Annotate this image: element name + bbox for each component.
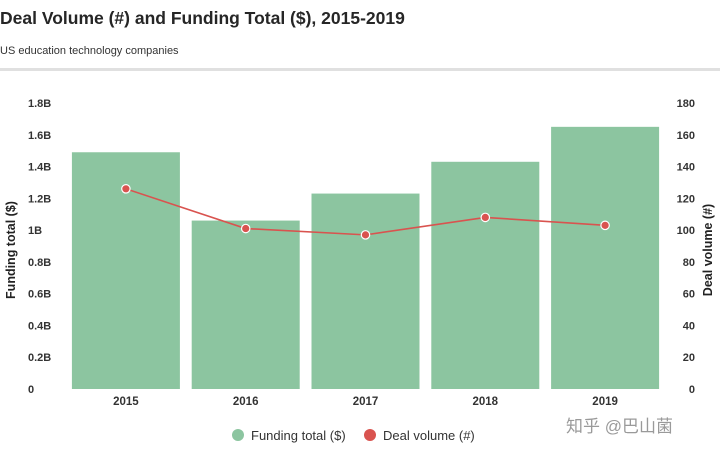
y2-tick-label: 0	[689, 384, 695, 396]
y2-tick-label: 100	[677, 225, 695, 237]
y-axis-label: Funding total ($)	[4, 201, 18, 299]
funding-bar	[431, 161, 540, 389]
y2-tick-label: 80	[683, 257, 695, 269]
x-tick-label: 2019	[592, 396, 618, 408]
funding-bars	[71, 126, 660, 389]
chart-subtitle: US education technology companies	[0, 45, 179, 57]
deal-volume-point	[121, 184, 131, 194]
watermark: 知乎 @巴山菌	[566, 417, 673, 436]
y-tick-label: 1.8B	[28, 98, 51, 110]
y-tick-label: 1.2B	[28, 193, 51, 205]
y2-tick-label: 160	[677, 130, 695, 142]
y-tick-label: 0.4B	[28, 320, 51, 332]
legend-swatch-deals	[364, 429, 376, 441]
y-tick-label: 0.2B	[28, 352, 51, 364]
x-tick-label: 2015	[113, 396, 139, 408]
x-axis-ticks: 2015 2016 2017 2018 2019	[113, 396, 618, 408]
y-tick-label: 1.6B	[28, 130, 51, 142]
x-tick-label: 2016	[233, 396, 259, 408]
deal-volume-point	[600, 220, 610, 231]
y2-tick-label: 20	[683, 352, 695, 364]
y2-tick-label: 120	[677, 193, 695, 205]
y-tick-label: 1B	[28, 225, 42, 237]
deal-volume-point	[360, 230, 371, 240]
x-tick-label: 2017	[353, 396, 379, 408]
legend-swatch-funding	[232, 429, 244, 441]
header-divider	[0, 68, 720, 71]
right-axis-ticks: 0 20 40 60 80 100 120 140 160 180	[677, 98, 695, 396]
legend-label-deals: Deal volume (#)	[383, 428, 475, 443]
legend-label-funding: Funding total ($)	[251, 428, 346, 443]
x-tick-label: 2018	[473, 396, 499, 408]
funding-bar	[551, 126, 660, 389]
y2-tick-label: 60	[683, 289, 695, 301]
chart-title: Deal Volume (#) and Funding Total ($), 2…	[0, 8, 405, 28]
funding-bar	[191, 220, 300, 389]
deal-volume-point	[480, 212, 491, 223]
y-tick-label: 0.6B	[28, 289, 51, 301]
y-tick-label: 0.8B	[28, 257, 51, 269]
legend: Funding total ($) Deal volume (#)	[232, 428, 475, 443]
y-tick-label: 1.4B	[28, 162, 51, 174]
left-axis-ticks: 0 0.2B 0.4B 0.6B 0.8B 1B 1.2B 1.4B 1.6B 1.8B	[28, 98, 51, 396]
y2-tick-label: 180	[677, 98, 695, 110]
y2-tick-label: 140	[677, 162, 695, 174]
deal-volume-line	[121, 184, 610, 240]
y2-tick-label: 40	[683, 320, 695, 332]
y-tick-label: 0	[28, 384, 34, 396]
y2-axis-label: Deal volume (#)	[701, 204, 715, 296]
deal-volume-point	[240, 223, 251, 234]
funding-bar	[311, 193, 420, 389]
